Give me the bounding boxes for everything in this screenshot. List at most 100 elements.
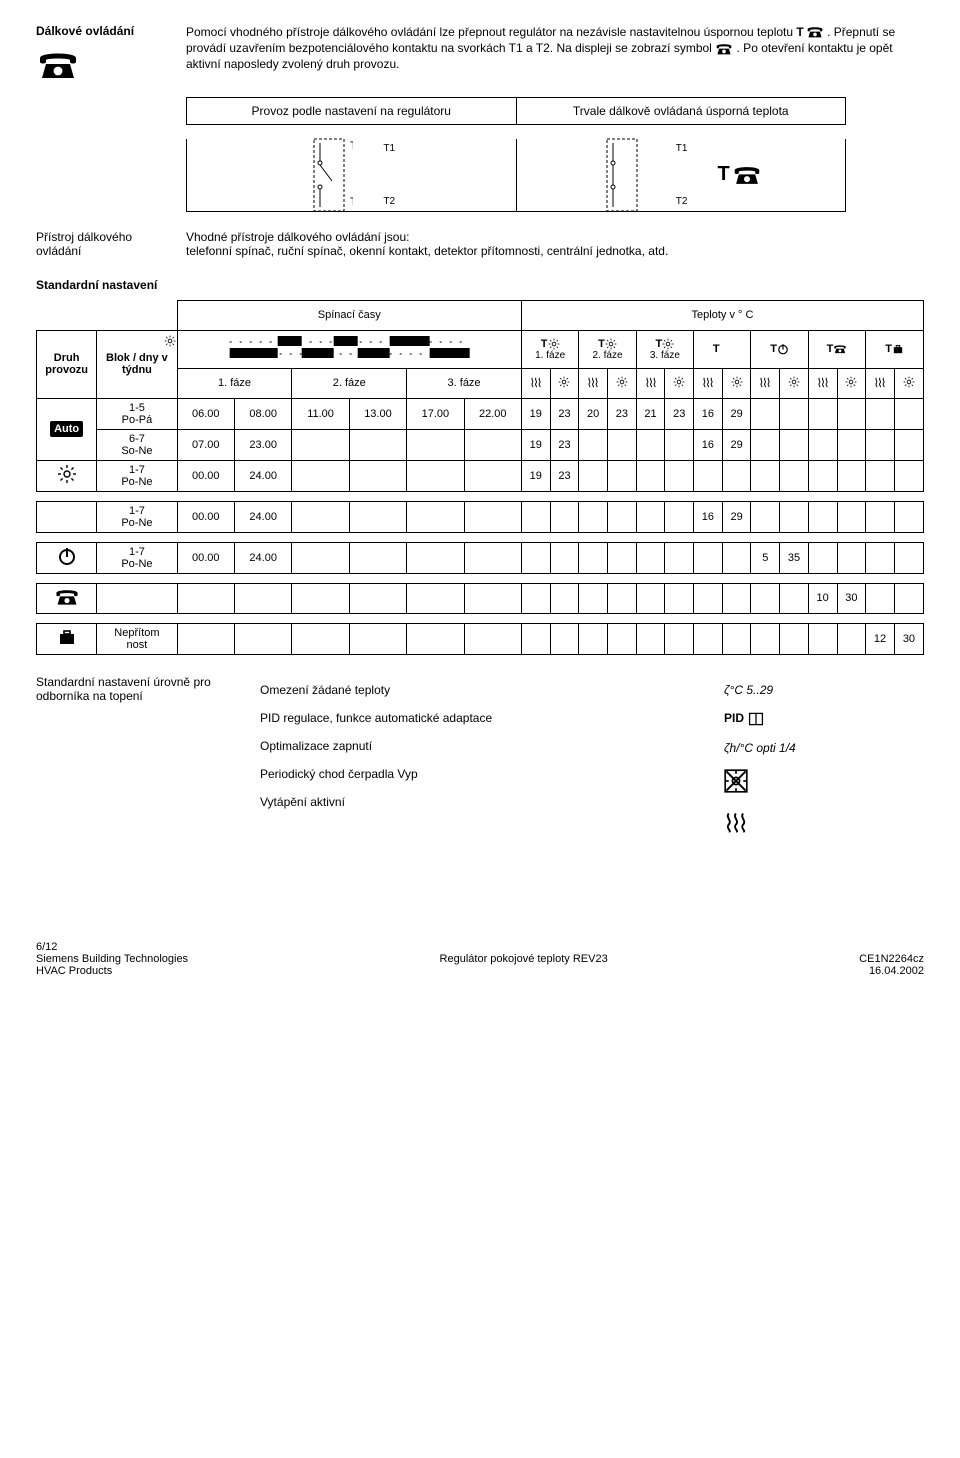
time-cell	[464, 542, 521, 573]
time-cell	[349, 623, 406, 654]
temp-cell	[608, 501, 637, 532]
block-cell: 6-7So-Ne	[97, 429, 177, 460]
temp-cell	[608, 583, 637, 613]
temp-cell	[866, 398, 895, 429]
temp-cell	[608, 623, 637, 654]
temp-cell: 29	[722, 398, 751, 429]
time-cell: 08.00	[234, 398, 291, 429]
t-sun1-header: T1. fáze	[521, 330, 578, 368]
temp-cell	[808, 398, 837, 429]
temp-cell	[722, 623, 751, 654]
section-title: Dálkové ovládání	[36, 24, 178, 38]
time-cell: 06.00	[177, 398, 234, 429]
time-cell	[464, 501, 521, 532]
time-cell	[349, 542, 406, 573]
temp-cell	[665, 542, 694, 573]
temp-cell: 19	[521, 460, 550, 491]
temp-cell	[550, 542, 579, 573]
t1-text: T1	[383, 143, 395, 154]
mode-cell: Auto	[37, 398, 97, 460]
footer-center: Regulátor pokojové teploty REV23	[440, 953, 608, 965]
phone-icon-small	[715, 42, 733, 56]
switch-closed-icon	[600, 137, 646, 213]
time-cell	[234, 623, 291, 654]
table-row: 1030	[37, 583, 924, 613]
time-cell: 00.00	[177, 501, 234, 532]
temp-cell	[780, 460, 809, 491]
time-cell	[407, 583, 464, 613]
temp-cell	[550, 623, 579, 654]
schedule-table: Spínací časy Teploty v ° C Druh provozu …	[36, 300, 924, 655]
faze1-sub: 1. fáze	[177, 368, 292, 398]
time-cell	[292, 460, 349, 491]
temp-cell	[694, 460, 723, 491]
temp-cell	[521, 583, 550, 613]
time-cell: 22.00	[464, 398, 521, 429]
temp-cell	[808, 542, 837, 573]
device-row-label: Přístroj dálkového ovládání	[36, 230, 186, 258]
temp-cell	[837, 542, 866, 573]
mode-cell	[37, 460, 97, 491]
temp-cell	[866, 501, 895, 532]
druh-header: Druh provozu	[37, 330, 97, 398]
right-box-label: Trvale dálkově ovládaná úsporná teplota	[527, 104, 836, 118]
temp-cell	[751, 501, 780, 532]
temp-cell	[694, 623, 723, 654]
temp-cell	[780, 398, 809, 429]
temp-cell	[665, 501, 694, 532]
faze3-sub: 3. fáze	[407, 368, 522, 398]
table-row: 6-7So-Ne07.0023.0019231629	[37, 429, 924, 460]
temp-cell	[636, 623, 665, 654]
temp-cell	[780, 501, 809, 532]
time-cell	[464, 623, 521, 654]
temp-cell: 19	[521, 429, 550, 460]
footer-r2: 16.04.2002	[859, 965, 924, 977]
temp-cell	[550, 501, 579, 532]
block-cell: 1-5Po-Pá	[97, 398, 177, 429]
intro-paragraph: Pomocí vhodného přístroje dálkového ovlá…	[186, 24, 924, 73]
t2-text-2: T2	[676, 196, 688, 207]
temp-cell	[837, 398, 866, 429]
t1-label: T1	[350, 140, 353, 152]
device-row-text: Vhodné přístroje dálkového ovládání jsou…	[186, 230, 924, 258]
temp-cell	[521, 542, 550, 573]
temp-cell: 19	[521, 398, 550, 429]
table-row: 1-7Po-Ne00.0024.001629	[37, 501, 924, 532]
wave-icon	[521, 368, 550, 398]
time-cell	[407, 429, 464, 460]
temp-cell	[808, 501, 837, 532]
temp-cell	[694, 583, 723, 613]
temp-cell	[722, 460, 751, 491]
time-cell	[464, 583, 521, 613]
temp-cell: 23	[608, 398, 637, 429]
temp-cell	[579, 501, 608, 532]
temp-cell	[722, 542, 751, 573]
mode-cell	[37, 583, 97, 613]
table-row: 1-7Po-Ne00.0024.001923	[37, 460, 924, 491]
temp-cell	[579, 583, 608, 613]
timeline-header	[177, 330, 521, 368]
temp-cell: 23	[550, 429, 579, 460]
temp-cell	[636, 429, 665, 460]
footer-r1: CE1N2264cz	[859, 953, 924, 965]
temp-cell	[608, 460, 637, 491]
t2-label: T2	[350, 196, 353, 208]
time-cell: 00.00	[177, 460, 234, 491]
block-cell: 1-7Po-Ne	[97, 501, 177, 532]
table-row: Nepřítomnost1230	[37, 623, 924, 654]
temp-cell: 30	[837, 583, 866, 613]
bottom-line: PID regulace, funkce automatické adaptac…	[260, 711, 700, 725]
temp-cell	[780, 623, 809, 654]
time-cell	[177, 583, 234, 613]
temp-cell	[837, 501, 866, 532]
temp-cell	[808, 623, 837, 654]
t-phone-header: T	[808, 330, 865, 368]
temp-cell	[866, 460, 895, 491]
temp-cell	[894, 398, 923, 429]
t-sun2-header: T2. fáze	[579, 330, 636, 368]
time-cell: 07.00	[177, 429, 234, 460]
temp-cell	[579, 429, 608, 460]
temp-cell	[636, 501, 665, 532]
temp-cell: 35	[780, 542, 809, 573]
temp-cell	[894, 460, 923, 491]
